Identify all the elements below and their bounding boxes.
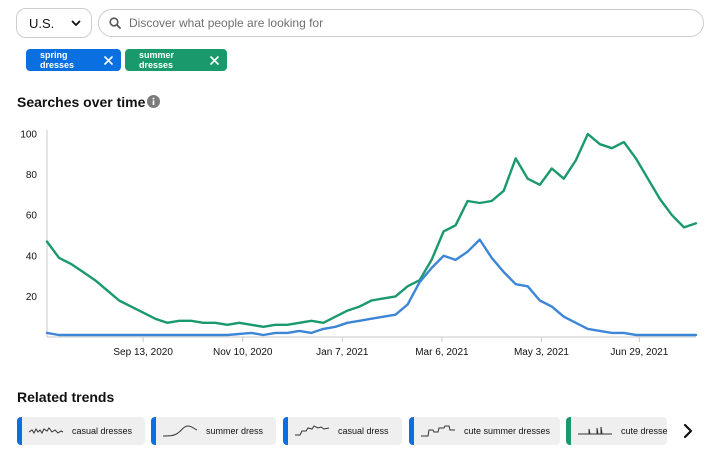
- related-trend-casual-dresses[interactable]: casual dresses: [17, 417, 145, 445]
- close-icon[interactable]: [210, 55, 219, 65]
- x-tick-label: Jun 29, 2021: [610, 347, 668, 358]
- search-icon: [109, 17, 121, 29]
- trend-label: cute summer dresses: [464, 426, 551, 436]
- sparkline-icon: [421, 425, 455, 437]
- y-tick-label: 60: [26, 211, 38, 222]
- related-trends-title: Related trends: [17, 389, 115, 405]
- trend-color-bar: [409, 417, 414, 445]
- sparkline-icon: [162, 425, 198, 437]
- x-tick-label: May 3, 2021: [514, 347, 569, 358]
- y-tick-label: 80: [26, 170, 38, 181]
- x-tick-label: Mar 6, 2021: [415, 347, 469, 358]
- sparkline-icon: [295, 425, 330, 436]
- chip-spring-dresses[interactable]: spring dresses: [26, 49, 121, 71]
- chip-label: summer dresses: [139, 50, 175, 70]
- x-tick-label: Nov 10, 2020: [213, 347, 273, 358]
- related-trend-cute-dresses[interactable]: cute dresses: [566, 417, 667, 445]
- x-tick-label: Jan 7, 2021: [316, 347, 369, 358]
- trend-label: cute dresses: [621, 426, 667, 436]
- x-tick-label: Sep 13, 2020: [113, 347, 173, 358]
- trend-label: casual dress: [338, 426, 389, 436]
- searches-line-chart: 20 40 60 80 100 Sep 13, 2020 Nov 10, 2020 Jan 7…: [20, 130, 698, 358]
- close-icon[interactable]: [104, 55, 113, 65]
- y-tick-label: 40: [26, 251, 38, 262]
- series-line-spring-dresses: [45, 238, 698, 337]
- trend-color-bar: [151, 417, 156, 445]
- chevron-right-icon[interactable]: [680, 423, 696, 439]
- trend-color-bar: [566, 417, 571, 445]
- related-trend-cute-summer-dresses[interactable]: cute summer dresses: [409, 417, 560, 445]
- trend-label: summer dress: [206, 426, 264, 436]
- related-trend-casual-dress[interactable]: casual dress: [283, 417, 402, 445]
- chip-label: spring dresses: [40, 50, 75, 70]
- chevron-down-icon: [71, 20, 81, 26]
- sparkline-icon: [28, 427, 64, 434]
- trend-color-bar: [17, 417, 22, 445]
- series-line-summer-dresses: [45, 132, 698, 328]
- region-select-value: U.S.: [29, 15, 55, 31]
- sparkline-icon: [578, 426, 612, 435]
- y-tick-label: 20: [26, 292, 38, 303]
- trend-color-bar: [283, 417, 288, 445]
- y-tick-label: 100: [20, 130, 37, 141]
- region-select[interactable]: U.S.: [16, 8, 92, 38]
- info-icon[interactable]: [147, 95, 160, 108]
- trend-label: casual dresses: [72, 426, 133, 436]
- related-trend-summer-dress[interactable]: summer dress: [151, 417, 276, 445]
- searches-over-time-title: Searches over time: [17, 94, 146, 110]
- search-input[interactable]: [127, 15, 691, 31]
- search-bar[interactable]: [98, 9, 704, 37]
- chip-summer-dresses[interactable]: summer dresses: [125, 49, 227, 71]
